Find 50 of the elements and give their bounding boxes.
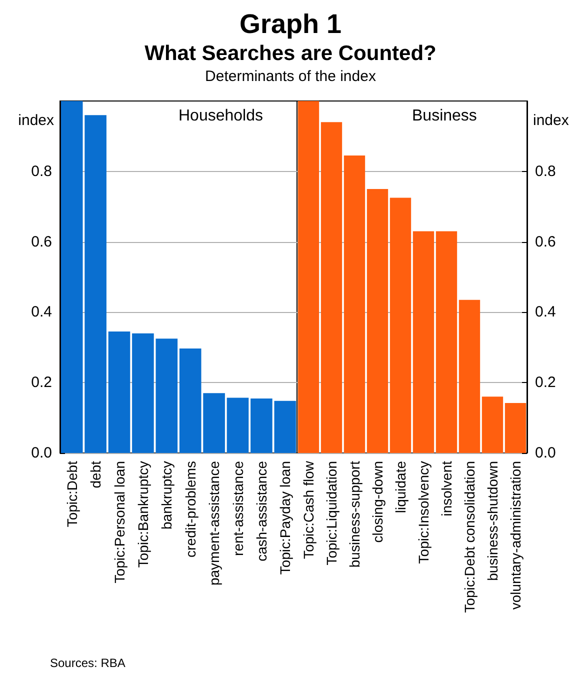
bar — [458, 300, 480, 453]
bar — [298, 101, 320, 453]
bar — [344, 156, 366, 453]
y-tick-label: 0.4 — [31, 304, 52, 321]
y-tick-label: 0.0 — [31, 444, 52, 462]
x-tick-label: debt — [88, 460, 104, 488]
x-tick-label: liquidate — [392, 460, 408, 514]
y2-tick-label: 0.2 — [535, 374, 556, 392]
x-tick-label: Topic:Personal loan — [111, 461, 128, 584]
x-tick-label: Topic:Debt — [64, 460, 80, 528]
x-tick-label: cash-assistance — [253, 460, 270, 562]
x-tick-label: business-support — [346, 460, 362, 568]
x-tick-label: credit-problems — [182, 461, 198, 558]
y2-tick-label: 0.4 — [535, 304, 556, 321]
y-tick-label: 0.2 — [31, 374, 52, 392]
x-tick-label: Topic:Debt consolidation — [462, 461, 478, 613]
y2-tick-label: 0.6 — [535, 233, 556, 250]
text: Households — [178, 108, 263, 124]
y-tick-label: 0.6 — [31, 233, 52, 250]
bar — [320, 122, 342, 453]
bar — [482, 396, 504, 453]
x-tick-label: rent-assistance — [230, 460, 246, 556]
text: Business — [412, 108, 477, 124]
y-axis-title: index — [18, 112, 54, 129]
x-tick-label: insolvent — [438, 460, 454, 516]
bar — [436, 231, 458, 453]
bar — [504, 403, 526, 453]
x-tick-label: Topic:Payday loan — [277, 461, 294, 575]
bar — [366, 189, 388, 453]
y2-tick-label: 0.0 — [535, 444, 556, 462]
caption: Graph 1 — [238, 8, 343, 40]
bar — [226, 398, 249, 453]
x-tick-label: Topic:Bankruptcy — [134, 461, 151, 568]
chart-subtitle: Determinants of the index — [204, 68, 377, 86]
x-tick-label: voluntary-administration — [508, 461, 524, 610]
x-tick-label: closing-down — [370, 461, 386, 543]
y2-axis-title: index — [533, 112, 570, 129]
bar — [412, 231, 434, 453]
y-tick-label: 0.8 — [31, 162, 52, 180]
x-tick-label: Topic:Liquidation — [324, 461, 340, 566]
x-tick-label: Topic:Insolvency — [416, 461, 432, 564]
bar — [108, 332, 130, 453]
chart-title: What Searches are Counted? — [144, 41, 438, 67]
x-tick-label: Topic:Cash flow — [300, 460, 316, 560]
source-note: Sources: RBA — [50, 656, 126, 670]
y2-tick-label: 0.8 — [535, 162, 556, 180]
bar — [390, 198, 412, 453]
x-tick-label: business-shutdown — [484, 461, 500, 581]
x-tick-label: bankruptcy — [158, 461, 175, 530]
x-tick-label: payment-assistance — [206, 460, 222, 586]
